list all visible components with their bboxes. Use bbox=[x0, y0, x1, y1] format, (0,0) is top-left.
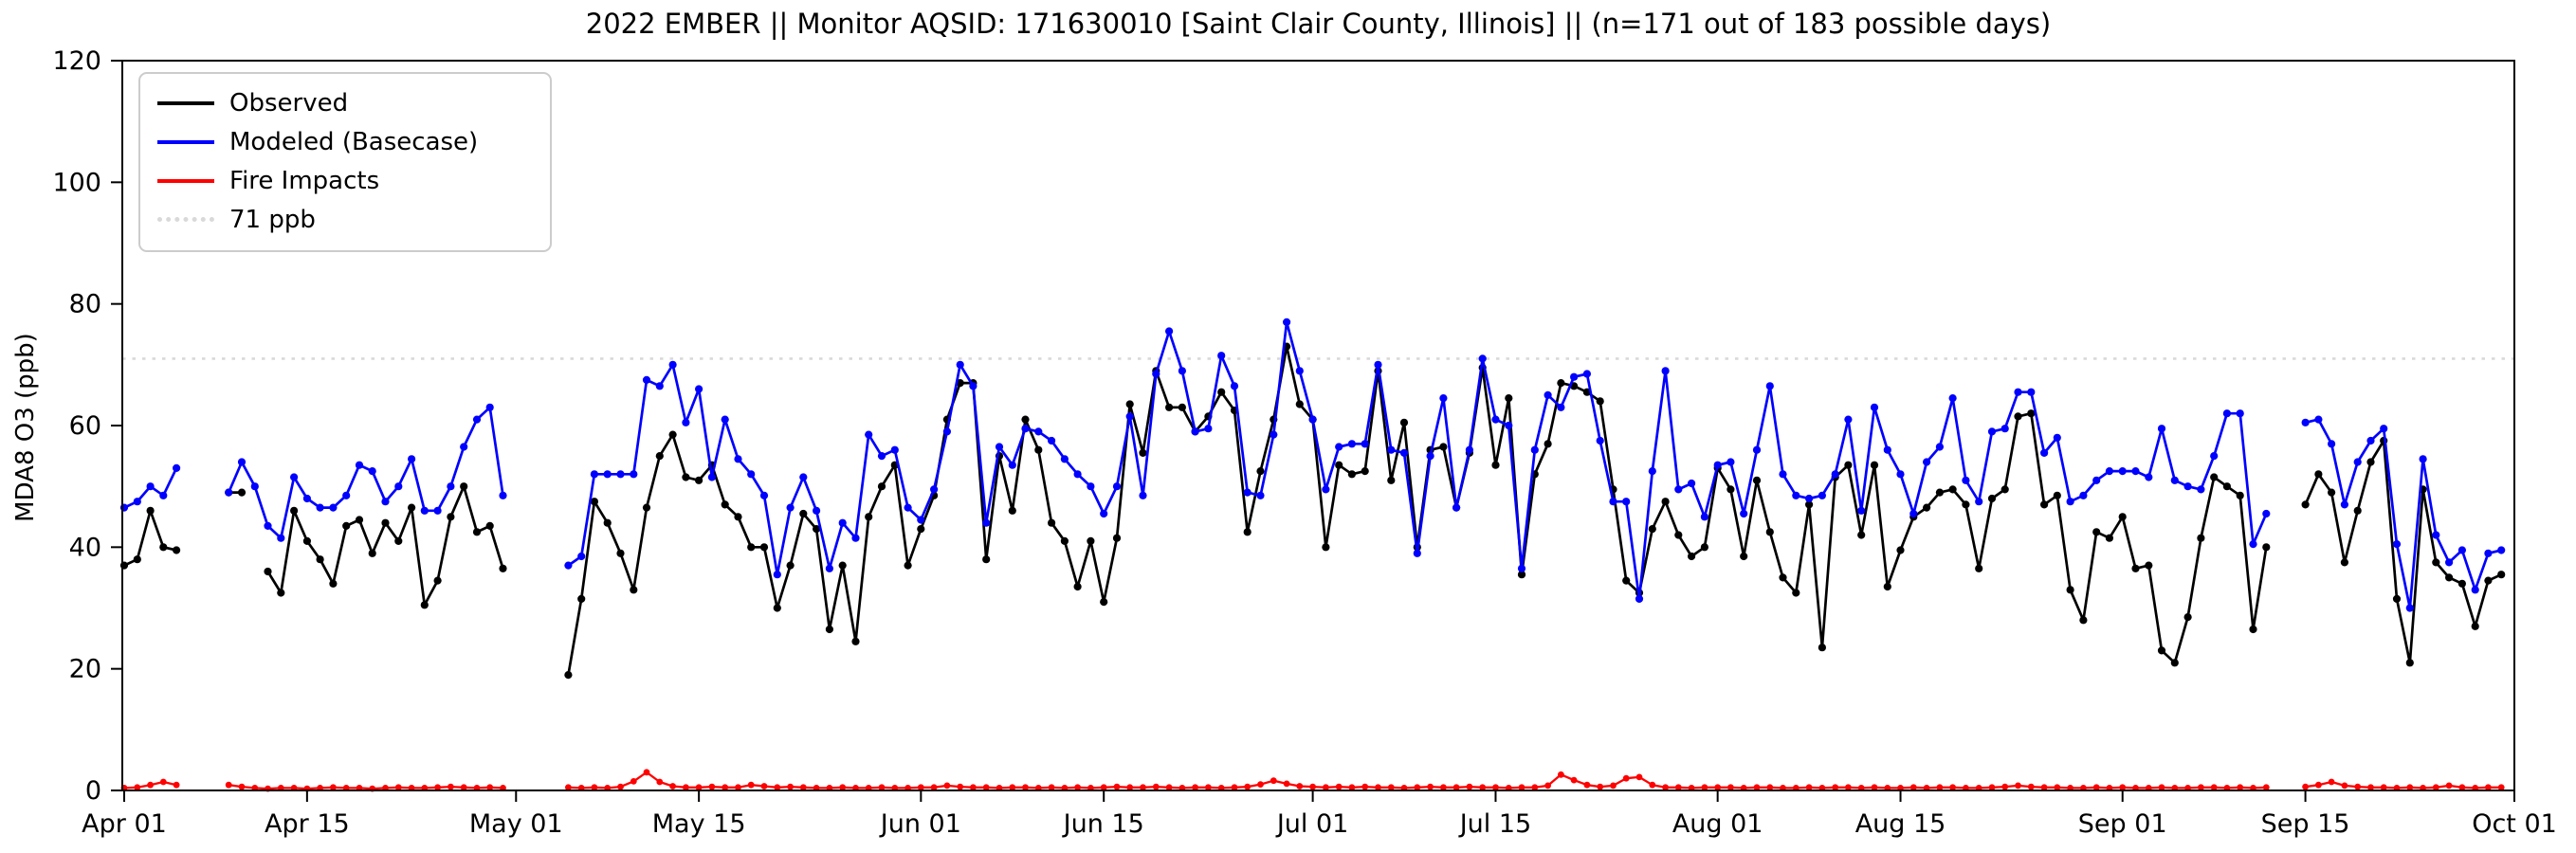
y-tick-label: 60 bbox=[69, 411, 101, 441]
x-tick-label: Apr 15 bbox=[265, 809, 350, 839]
x-tick-label: Sep 01 bbox=[2078, 809, 2167, 839]
y-tick-label: 100 bbox=[52, 168, 101, 197]
x-tick-label: Jun 01 bbox=[879, 809, 961, 839]
series-fire-impacts bbox=[120, 769, 2505, 792]
x-tick-label: Apr 01 bbox=[82, 809, 167, 839]
y-tick-label: 0 bbox=[85, 776, 101, 806]
x-tick-label: Jul 01 bbox=[1275, 809, 1349, 839]
chart-title: 2022 EMBER || Monitor AQSID: 171630010 [… bbox=[585, 8, 2052, 40]
x-tick-label: Aug 01 bbox=[1672, 809, 1763, 839]
legend-label-modeled: Modeled (Basecase) bbox=[229, 127, 479, 156]
legend: Observed Modeled (Basecase) Fire Impacts… bbox=[138, 72, 552, 252]
threshold-line-swatch bbox=[157, 217, 214, 222]
data-series bbox=[119, 318, 2506, 792]
legend-item-modeled: Modeled (Basecase) bbox=[140, 122, 550, 161]
x-tick-label: Jun 15 bbox=[1062, 809, 1144, 839]
legend-label-observed: Observed bbox=[229, 88, 349, 118]
y-tick-label: 40 bbox=[69, 533, 101, 562]
x-tick-label: Aug 15 bbox=[1855, 809, 1946, 839]
axis-ticks: Apr 01 Apr 15 May 01 May 15 Jun 01 Jun 15 Jul … bbox=[52, 46, 2556, 839]
fire-line-swatch bbox=[157, 178, 214, 183]
x-tick-label: Sep 15 bbox=[2261, 809, 2350, 839]
legend-label-threshold: 71 ppb bbox=[229, 205, 316, 234]
y-tick-label: 120 bbox=[52, 46, 101, 76]
x-tick-label: Oct 01 bbox=[2472, 809, 2557, 839]
x-tick-label: May 15 bbox=[652, 809, 746, 839]
series-observed bbox=[119, 342, 2506, 680]
series-modeled-basecase bbox=[119, 318, 2506, 612]
observed-line-swatch bbox=[157, 100, 214, 105]
y-tick-label: 80 bbox=[69, 290, 101, 319]
modeled-line-swatch bbox=[157, 139, 214, 144]
legend-item-threshold: 71 ppb bbox=[140, 200, 550, 239]
legend-item-fire: Fire Impacts bbox=[140, 161, 550, 200]
x-tick-label: Jul 15 bbox=[1458, 809, 1532, 839]
legend-item-observed: Observed bbox=[140, 83, 550, 122]
x-tick-label: May 01 bbox=[469, 809, 563, 839]
y-tick-label: 20 bbox=[69, 655, 101, 684]
legend-label-fire: Fire Impacts bbox=[229, 166, 380, 195]
